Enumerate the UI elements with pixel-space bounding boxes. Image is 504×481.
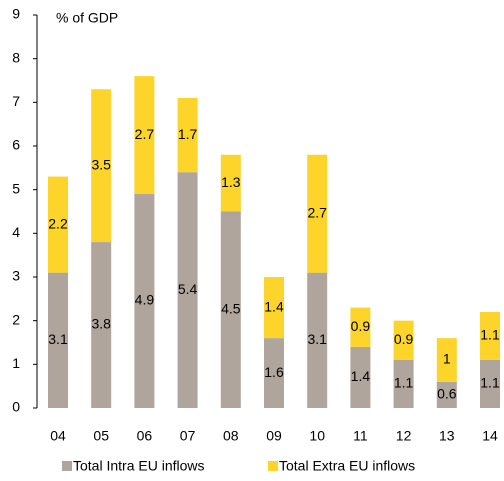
bar-segment bbox=[91, 242, 112, 408]
legend-swatch bbox=[268, 461, 278, 471]
data-label: 3.5 bbox=[91, 156, 111, 172]
x-tick-label: 12 bbox=[396, 428, 412, 444]
data-label: 1.1 bbox=[480, 327, 500, 343]
x-tick-label: 04 bbox=[50, 428, 66, 444]
x-tick-label: 11 bbox=[353, 428, 368, 444]
y-tick-label: 0 bbox=[12, 399, 20, 415]
data-label: 2.7 bbox=[307, 204, 327, 220]
data-label: 4.5 bbox=[221, 300, 241, 316]
x-tick-label: 05 bbox=[93, 428, 109, 444]
x-tick-label: 13 bbox=[439, 428, 455, 444]
x-tick-label: 08 bbox=[223, 428, 239, 444]
y-tick-label: 6 bbox=[12, 137, 20, 153]
bar-segment bbox=[91, 89, 112, 243]
bar-segment bbox=[48, 176, 68, 273]
data-label: 1.4 bbox=[351, 368, 371, 384]
data-label: 4.9 bbox=[135, 292, 155, 308]
bar-segment bbox=[264, 338, 284, 408]
data-label: 0.6 bbox=[437, 386, 457, 402]
bar-segment bbox=[350, 307, 371, 347]
x-tick-label: 09 bbox=[266, 428, 282, 444]
x-tick-label: 06 bbox=[137, 428, 153, 444]
bar-segment bbox=[220, 211, 241, 408]
data-label: 5.4 bbox=[178, 281, 198, 297]
y-tick-label: 1 bbox=[12, 355, 20, 371]
bar-segment bbox=[393, 359, 414, 408]
data-label: 1.7 bbox=[178, 126, 198, 142]
data-label: 0.9 bbox=[394, 331, 414, 347]
legend-swatch bbox=[62, 461, 72, 471]
bar-segment bbox=[177, 97, 198, 173]
x-tick-label: 10 bbox=[309, 428, 325, 444]
y-tick-label: 8 bbox=[12, 49, 20, 65]
bar-segment bbox=[134, 76, 155, 195]
y-tick-label: 3 bbox=[12, 268, 20, 284]
y-tick-label: 7 bbox=[12, 93, 20, 109]
legend-label: Total Extra EU inflows bbox=[279, 458, 415, 474]
bar-segment bbox=[393, 320, 414, 360]
bar-segment bbox=[436, 338, 457, 382]
bar-segment bbox=[48, 272, 68, 408]
bar-segment bbox=[350, 346, 371, 408]
data-label: 1.1 bbox=[480, 375, 500, 391]
bar-segment bbox=[480, 311, 500, 360]
data-label: 1.1 bbox=[394, 375, 414, 391]
data-label: 3.1 bbox=[48, 331, 68, 347]
x-tick-label: 07 bbox=[180, 428, 196, 444]
y-tick-label: 5 bbox=[12, 180, 20, 196]
data-label: 3.1 bbox=[307, 331, 327, 347]
bar-segment bbox=[177, 172, 198, 408]
data-label: 2.7 bbox=[135, 126, 155, 142]
data-label: 1.6 bbox=[264, 364, 284, 380]
chart-title: % of GDP bbox=[56, 10, 118, 26]
x-tick-label: 14 bbox=[482, 428, 498, 444]
bar-segment bbox=[480, 359, 500, 408]
data-label: 2.2 bbox=[48, 215, 68, 231]
legend-label: Total Intra EU inflows bbox=[73, 458, 205, 474]
y-tick-label: 9 bbox=[12, 6, 20, 22]
data-label: 1.3 bbox=[221, 174, 241, 190]
data-label: 1 bbox=[443, 351, 451, 367]
data-label: 1.4 bbox=[264, 298, 284, 314]
data-label: 0.9 bbox=[351, 318, 371, 334]
bar-segment bbox=[264, 277, 284, 339]
bar-segment bbox=[307, 272, 328, 408]
y-tick-label: 2 bbox=[12, 311, 20, 327]
data-label: 3.8 bbox=[91, 316, 111, 332]
y-tick-label: 4 bbox=[12, 224, 20, 240]
bar-segment bbox=[134, 194, 155, 408]
bar-segment bbox=[220, 154, 241, 212]
bar-segment bbox=[307, 154, 328, 273]
bar-segment bbox=[436, 381, 457, 408]
